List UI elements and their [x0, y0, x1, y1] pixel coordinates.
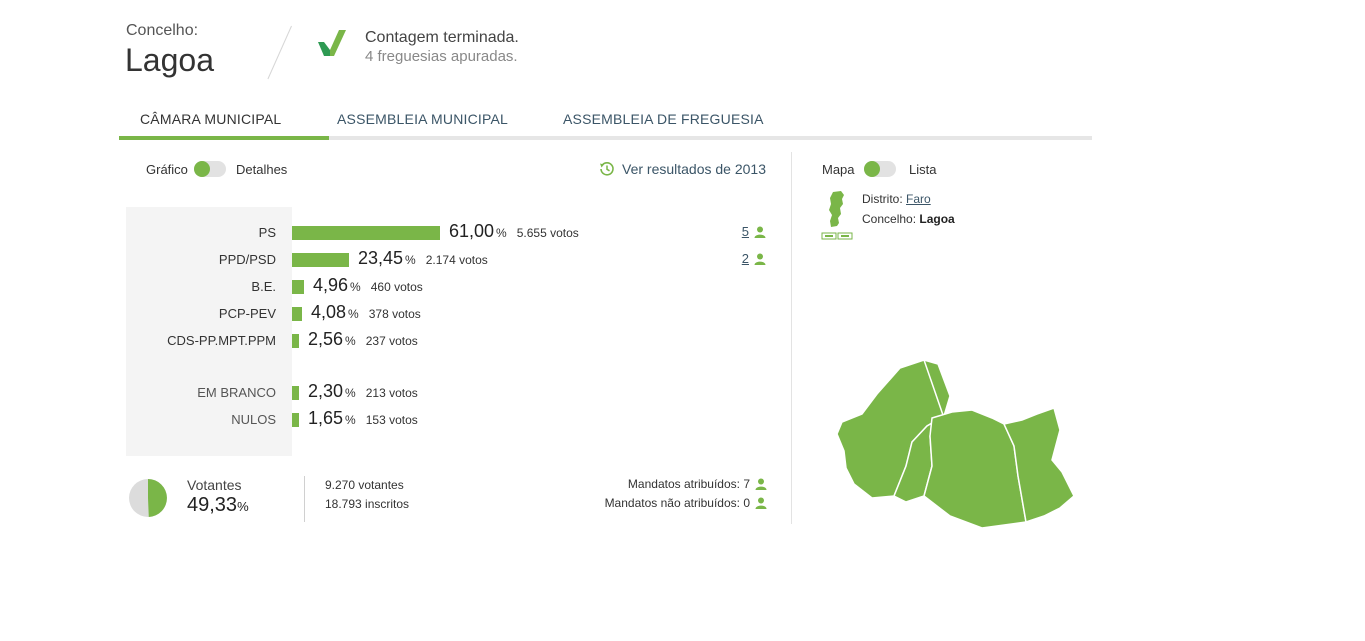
votantes-pct-value: 49,33	[187, 494, 238, 516]
mandates-count: 2	[741, 251, 749, 266]
map-toggle[interactable]	[864, 161, 896, 177]
toggle-label-lista: Lista	[909, 162, 937, 177]
pct-value: 2,56	[308, 329, 344, 349]
vote-count: 2.174 votos	[425, 253, 488, 267]
toggle-label-grafico: Gráfico	[146, 162, 188, 177]
vote-count: 213 votos	[365, 386, 418, 400]
pct-symbol: %	[348, 307, 359, 321]
result-bar	[292, 307, 302, 321]
stats-divider	[304, 476, 305, 522]
vote-count: 153 votos	[365, 413, 418, 427]
pct-value: 1,65	[308, 408, 344, 428]
result-bar	[292, 280, 304, 294]
pct-symbol: %	[345, 386, 356, 400]
mandates-count: 5	[741, 224, 749, 239]
concelho-label: Concelho:	[126, 22, 199, 39]
mandates-not-attributed: Mandatos não atribuídos: 0	[605, 496, 767, 510]
toggle-knob	[194, 161, 210, 177]
result-bar	[292, 386, 299, 400]
result-percentage: 1,65% 153 votos	[308, 408, 418, 429]
pct-symbol: %	[405, 253, 416, 267]
result-percentage: 4,08% 378 votos	[311, 302, 421, 323]
portugal-mini-map-icon[interactable]	[821, 190, 853, 242]
distrito-info: Distrito: Faro	[862, 192, 931, 206]
concelho-map	[836, 358, 1075, 529]
check-icon	[318, 30, 346, 56]
result-percentage: 23,45% 2.174 votos	[358, 248, 488, 269]
panel-divider	[791, 152, 792, 524]
result-percentage: 2,30% 213 votos	[308, 381, 418, 402]
history-link-label: Ver resultados de 2013	[622, 161, 766, 177]
toggle-label-mapa: Mapa	[822, 162, 855, 177]
concelho-info-value: Lagoa	[919, 212, 955, 226]
toggle-knob	[864, 161, 880, 177]
view-toggle[interactable]	[194, 161, 226, 177]
votantes-percentage: 49,33%	[187, 494, 249, 517]
distrito-link[interactable]: Faro	[906, 192, 931, 206]
person-icon	[755, 478, 767, 490]
party-name: EM BRANCO	[197, 385, 276, 400]
party-name: PPD/PSD	[218, 252, 276, 267]
person-icon	[755, 497, 767, 509]
result-bar	[292, 334, 299, 348]
result-bar	[292, 226, 440, 240]
mandates-link[interactable]: 2	[742, 251, 766, 266]
results-labels-panel	[126, 207, 292, 456]
active-tab-indicator	[119, 136, 329, 140]
pct-value: 23,45	[358, 248, 404, 268]
mandates-attributed: Mandatos atribuídos: 7	[628, 477, 767, 491]
person-icon	[754, 253, 766, 265]
map-freguesia-east[interactable]	[1002, 407, 1075, 523]
pct-value: 4,96	[313, 275, 349, 295]
vote-count: 460 votos	[370, 280, 423, 294]
status-title: Contagem terminada.	[365, 29, 519, 46]
pct-symbol: %	[350, 280, 361, 294]
party-name: PS	[258, 225, 276, 240]
history-icon	[600, 162, 614, 176]
result-percentage: 61,00% 5.655 votos	[449, 221, 579, 242]
vote-count: 237 votos	[365, 334, 418, 348]
tab-camara-municipal[interactable]: CÂMARA MUNICIPAL	[140, 111, 282, 127]
votantes-label: Votantes	[187, 477, 242, 493]
pct-symbol: %	[345, 334, 356, 348]
mandates-attributed-text: Mandatos atribuídos: 7	[627, 477, 750, 491]
pct-value: 2,30	[308, 381, 344, 401]
pie-turnout-slice	[148, 479, 167, 517]
pct-value: 4,08	[311, 302, 347, 322]
result-percentage: 2,56% 237 votos	[308, 329, 418, 350]
pct-symbol: %	[496, 226, 507, 240]
toggle-label-detalhes: Detalhes	[236, 162, 288, 177]
party-name: NULOS	[231, 412, 276, 427]
turnout-pie-chart	[129, 479, 167, 517]
mandates-not-attributed-text: Mandatos não atribuídos: 0	[604, 496, 750, 510]
inscritos-count: 18.793 inscritos	[325, 497, 410, 511]
distrito-label: Distrito:	[862, 192, 903, 206]
pct-value: 61,00	[449, 221, 495, 241]
votantes-pct-symbol: %	[237, 499, 249, 514]
vote-count: 5.655 votos	[516, 226, 579, 240]
vote-count: 378 votos	[368, 307, 421, 321]
mandates-link[interactable]: 5	[742, 224, 766, 239]
history-link[interactable]: Ver resultados de 2013	[599, 161, 766, 177]
votantes-count: 9.270 votantes	[325, 478, 404, 492]
party-name: CDS-PP.MPT.PPM	[167, 333, 276, 348]
header-divider	[267, 25, 292, 80]
concelho-info-label: Concelho:	[862, 212, 917, 226]
result-bar	[292, 253, 349, 267]
result-bar	[292, 413, 299, 427]
tab-assembleia-freguesia[interactable]: ASSEMBLEIA DE FREGUESIA	[563, 111, 764, 127]
concelho-name: Lagoa	[125, 42, 214, 78]
person-icon	[754, 226, 766, 238]
party-name: PCP-PEV	[218, 306, 276, 321]
result-percentage: 4,96% 460 votos	[313, 275, 423, 296]
concelho-info: Concelho: Lagoa	[862, 212, 955, 226]
status-subtitle: 4 freguesias apuradas.	[365, 48, 518, 65]
tab-assembleia-municipal[interactable]: ASSEMBLEIA MUNICIPAL	[337, 111, 509, 127]
pct-symbol: %	[345, 413, 356, 427]
party-name: B.E.	[251, 279, 276, 294]
tabs-track	[119, 136, 1092, 140]
